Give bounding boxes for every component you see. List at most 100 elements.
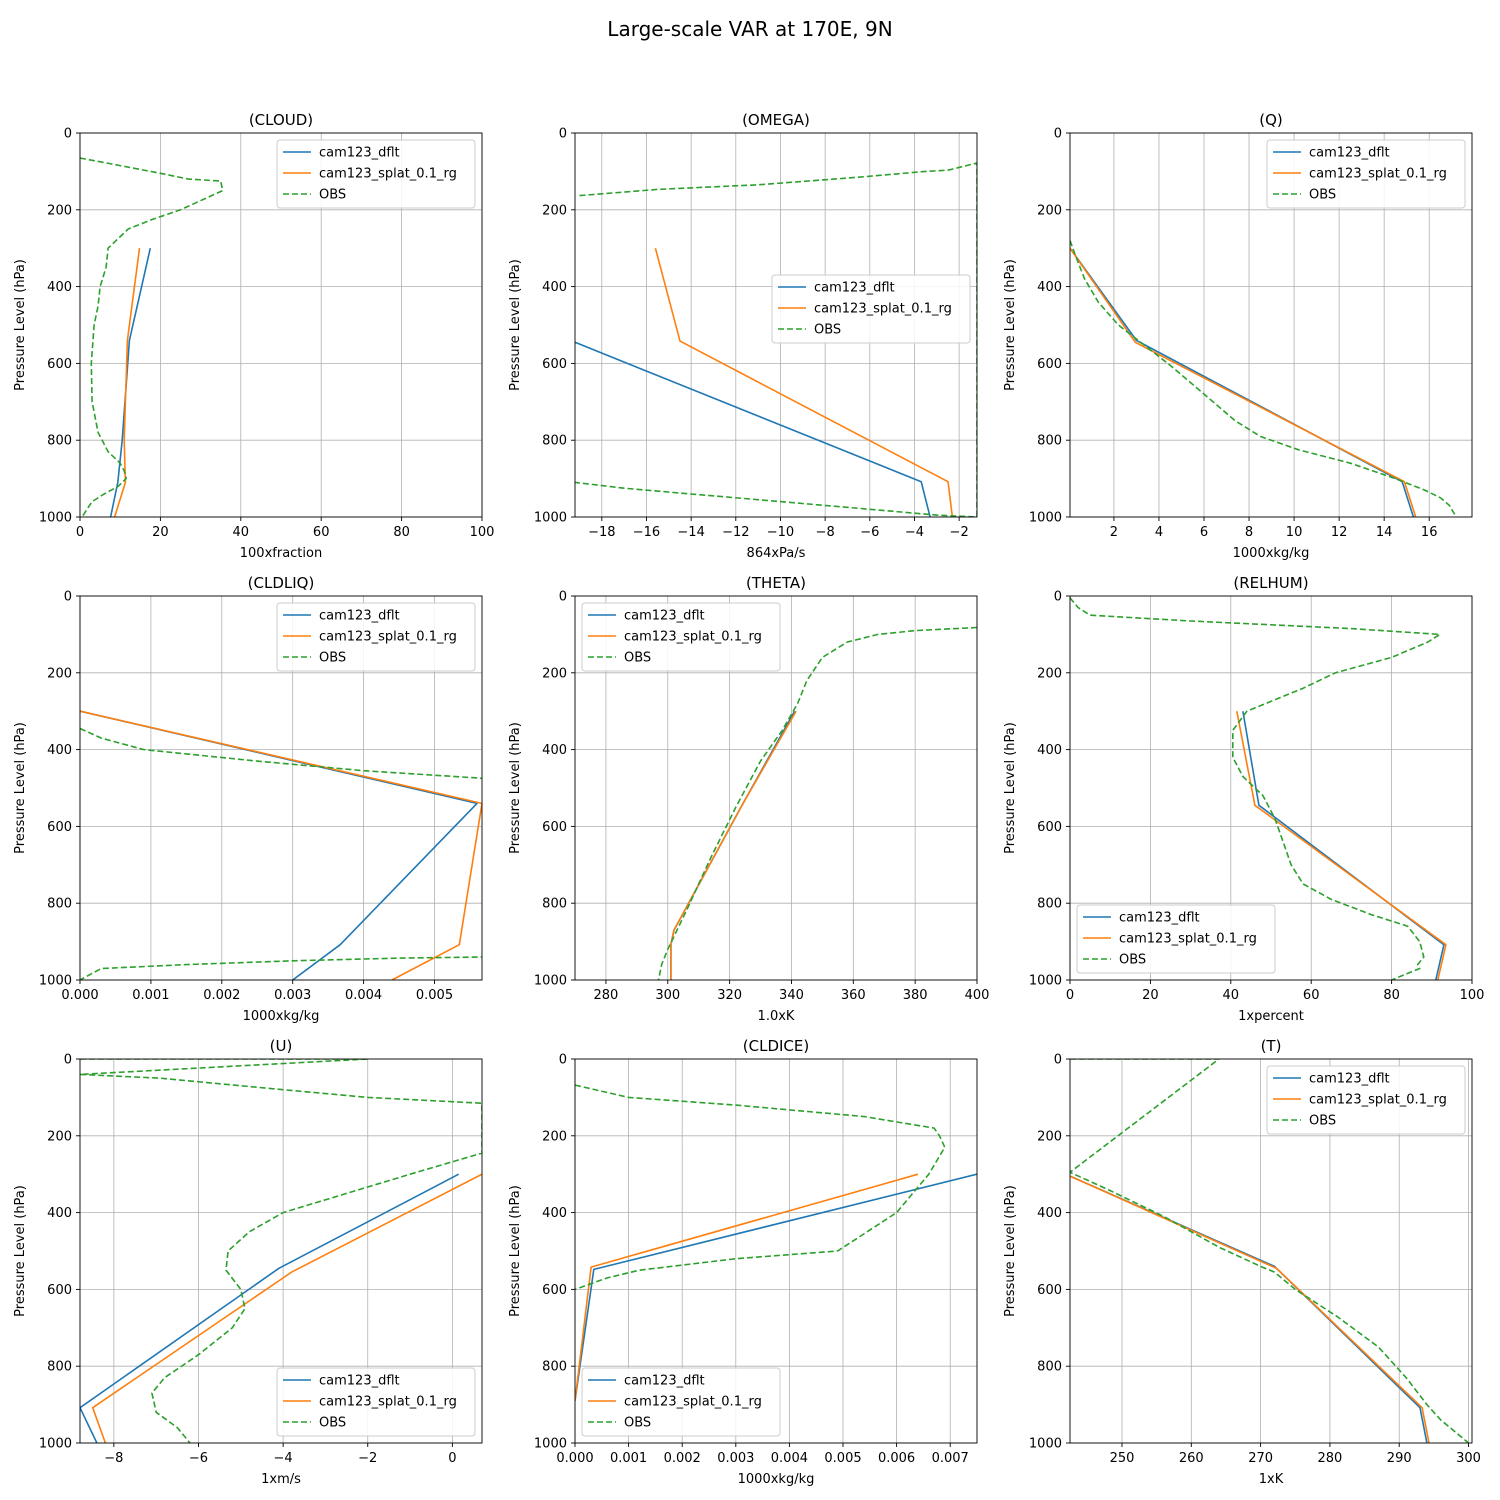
x-tick-label: −4 (905, 525, 924, 540)
x-tick-label: 0.000 (61, 988, 98, 1003)
legend-label-obs: OBS (1119, 953, 1146, 968)
y-tick-label: 400 (47, 743, 72, 758)
panel-q: 2 4 6 8 10 12 14 16 0 200 400 600 800 1000 (Q) 1000xkg/… (1003, 111, 1473, 561)
series-group (80, 710, 482, 980)
y-tick-label: 400 (47, 1206, 72, 1221)
series-group (80, 1059, 482, 1443)
y-tick-label: 1000 (1029, 1437, 1062, 1452)
series-line-cam123-splat-0-1-rg (113, 248, 141, 517)
y-tick-label: 0 (1054, 590, 1062, 605)
y-tick-label: 0 (1054, 127, 1062, 142)
x-axis-label: 1000xkg/kg (738, 1472, 815, 1487)
panel-title: (CLOUD) (249, 111, 313, 129)
x-tick-label: 80 (393, 525, 410, 540)
series-line-obs (1070, 597, 1441, 980)
x-tick-label: 270 (1248, 1451, 1273, 1466)
series-line-obs (1070, 1059, 1470, 1443)
legend-label-cam123-splat-0-1-rg: cam123_splat_0.1_rg (1119, 932, 1257, 947)
x-tick-label: 0 (448, 1451, 456, 1466)
series-line-cam123-dflt (1070, 1175, 1428, 1443)
legend: cam123_dflt cam123_splat_0.1_rg OBS (276, 139, 476, 209)
y-tick-label: 0 (64, 590, 72, 605)
x-tick-label: 10 (1286, 525, 1303, 540)
x-tick-label: 290 (1387, 1451, 1412, 1466)
y-tick-label: 400 (542, 1206, 567, 1221)
panel-title: (T) (1261, 1037, 1282, 1055)
x-tick-label: 60 (313, 525, 330, 540)
y-tick-label: 200 (542, 1129, 567, 1144)
y-tick-label: 0 (1054, 1053, 1062, 1068)
x-tick-label: 0 (1066, 988, 1074, 1003)
y-tick-label: 600 (47, 820, 72, 835)
y-tick-label: 0 (559, 1053, 567, 1068)
x-tick-label: 0 (76, 525, 84, 540)
x-tick-label: −14 (677, 525, 704, 540)
y-tick-label: 600 (542, 1283, 567, 1298)
x-tick-label: 80 (1383, 988, 1400, 1003)
x-tick-label: 340 (779, 988, 804, 1003)
x-tick-label: −8 (104, 1451, 123, 1466)
series-group (1070, 1059, 1470, 1443)
legend-label-cam123-splat-0-1-rg: cam123_splat_0.1_rg (1309, 1093, 1447, 1108)
x-tick-label: 2 (1110, 525, 1118, 540)
series-line-cam123-splat-0-1-rg (670, 710, 797, 980)
y-tick-label: 800 (47, 897, 72, 912)
series-line-cam123-splat-0-1-rg (91, 1173, 482, 1443)
x-tick-label: 0.006 (878, 1451, 915, 1466)
x-tick-label: 0.002 (203, 988, 240, 1003)
y-tick-label: 600 (1037, 1283, 1062, 1298)
series-line-obs (80, 157, 224, 517)
x-axis-label: 1xpercent (1238, 1009, 1304, 1024)
legend: cam123_dflt cam123_splat_0.1_rg OBS (1266, 1065, 1466, 1135)
series-line-cam123-dflt (575, 341, 931, 517)
panel-theta: 280 300 320 340 360 380 400 0 200 400 600 800 1000 (T… (508, 574, 989, 1024)
y-tick-label: 400 (47, 280, 72, 295)
x-tick-label: 0.007 (932, 1451, 969, 1466)
legend-box (276, 139, 476, 209)
y-tick-label: 1000 (1029, 511, 1062, 526)
x-tick-label: 360 (841, 988, 866, 1003)
x-tick-label: −8 (816, 525, 835, 540)
y-axis-label: Pressure Level (hPa) (508, 722, 523, 854)
series-line-cam123-splat-0-1-rg (1236, 711, 1447, 980)
series-line-obs (80, 1059, 482, 1443)
panel-title: (CLDICE) (743, 1037, 809, 1055)
y-tick-label: 600 (1037, 357, 1062, 372)
axes-frame (1069, 132, 1473, 518)
x-tick-label: 280 (594, 988, 619, 1003)
x-tick-label: 0.005 (416, 988, 453, 1003)
x-tick-label: −12 (722, 525, 749, 540)
y-tick-label: 600 (542, 820, 567, 835)
x-axis-label: 1.0xK (758, 1009, 795, 1024)
x-tick-label: −6 (189, 1451, 208, 1466)
x-tick-label: 380 (903, 988, 928, 1003)
x-tick-label: 8 (1245, 525, 1253, 540)
panel-title: (CLDLIQ) (248, 574, 315, 592)
y-tick-label: 800 (542, 1360, 567, 1375)
y-tick-label: 400 (542, 743, 567, 758)
y-tick-label: 400 (542, 280, 567, 295)
y-tick-label: 1000 (534, 511, 567, 526)
axes-frame (574, 1058, 978, 1444)
x-tick-label: 14 (1376, 525, 1393, 540)
y-tick-label: 600 (47, 1283, 72, 1298)
y-axis-label: Pressure Level (hPa) (1003, 722, 1018, 854)
series-line-cam123-dflt (80, 710, 478, 980)
series-line-obs (1070, 240, 1457, 517)
x-tick-label: 4 (1155, 525, 1163, 540)
series-line-cam123-dflt (80, 1173, 460, 1443)
x-axis-label: 1000xkg/kg (1233, 546, 1310, 561)
x-tick-label: 12 (1331, 525, 1348, 540)
panels: 0 20 40 60 80 10002004006008001000(CLOUD)100x… (13, 111, 1484, 1487)
y-tick-label: 200 (542, 203, 567, 218)
x-tick-label: 300 (655, 988, 680, 1003)
legend-box (1266, 1065, 1466, 1135)
y-axis-label: Pressure Level (hPa) (1003, 259, 1018, 391)
legend: cam123_dflt cam123_splat_0.1_rg OBS (276, 602, 476, 672)
series-line-cam123-dflt (1070, 247, 1415, 517)
legend: cam123_dflt cam123_splat_0.1_rg OBS (1076, 904, 1276, 974)
x-axis-label: 1xK (1259, 1472, 1284, 1487)
y-axis-label: Pressure Level (hPa) (13, 259, 28, 391)
x-tick-label: 0.004 (345, 988, 382, 1003)
x-tick-label: 16 (1421, 525, 1438, 540)
